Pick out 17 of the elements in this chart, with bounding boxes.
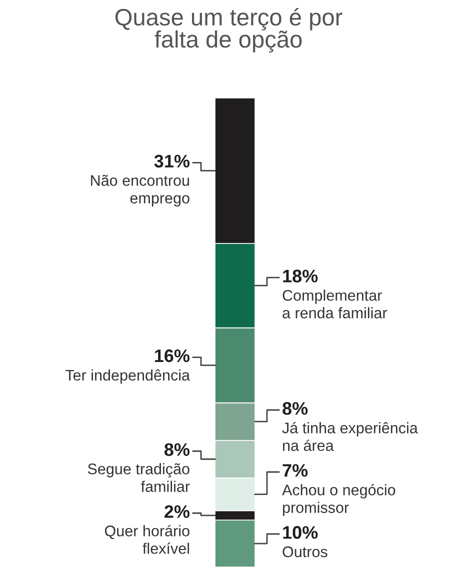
data-label: 8% <box>282 402 308 415</box>
series-label: Outros <box>282 546 328 558</box>
chart-title: Quase um terço é por falta de opção <box>115 8 342 53</box>
data-label: 16% <box>155 349 190 362</box>
series-label: Ter independência <box>66 369 190 384</box>
series-label: Já tinha experiência na área <box>282 422 418 451</box>
data-label: 2% <box>164 505 190 518</box>
data-label: 8% <box>164 443 190 456</box>
series-label: Não encontrou emprego <box>91 174 190 206</box>
data-label: 18% <box>283 270 318 282</box>
data-label: 31% <box>154 154 190 168</box>
series-label: Achou o negócio promissor <box>282 484 396 516</box>
series-label: Complementar a renda familiar <box>282 290 388 318</box>
data-label: 10% <box>283 526 318 539</box>
series-label: Quer horário flexível <box>104 524 190 554</box>
series-label: Segue tradição familiar <box>88 463 190 492</box>
data-label: 7% <box>282 464 308 477</box>
